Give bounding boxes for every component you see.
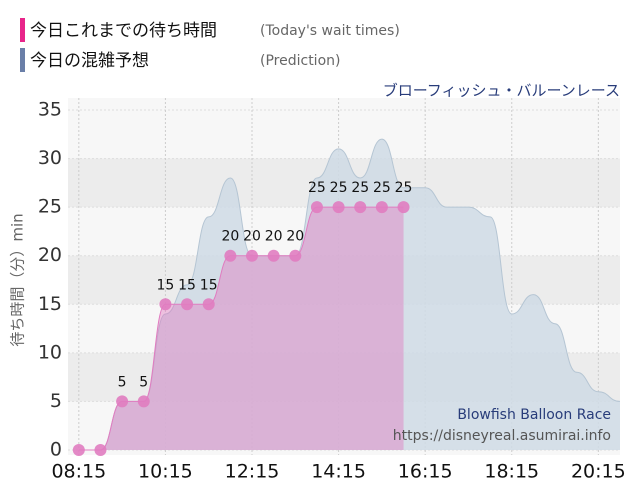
x-tick-label: 12:15: [225, 461, 280, 483]
legend-label: 今日の混雑予想: [30, 51, 149, 71]
data-label: 15: [200, 277, 218, 293]
x-tick-label: 14:15: [311, 461, 366, 483]
data-label: 5: [118, 374, 127, 390]
y-axis-label: 待ち時間（分）min: [9, 213, 27, 346]
data-label: 25: [373, 180, 391, 196]
point: [202, 298, 215, 311]
x-tick-label: 18:15: [484, 461, 539, 483]
data-label: 25: [351, 180, 369, 196]
data-label: 20: [265, 229, 283, 245]
data-label: 20: [221, 229, 239, 245]
data-label: 5: [139, 374, 148, 390]
legend-swatch: [20, 48, 25, 72]
y-tick-label: 20: [38, 244, 62, 266]
legend-label: 今日これまでの待ち時間: [30, 21, 217, 41]
legend-note: (Prediction): [260, 53, 340, 69]
point: [397, 201, 410, 214]
point: [137, 395, 150, 408]
point: [375, 201, 388, 214]
y-tick-label: 5: [50, 390, 62, 412]
y-tick-label: 35: [38, 99, 62, 121]
x-tick-label: 10:15: [138, 461, 193, 483]
point: [354, 201, 367, 214]
point: [159, 298, 172, 311]
x-tick-label: 16:15: [398, 461, 453, 483]
watermark: Blowfish Balloon Race: [457, 407, 611, 423]
y-tick-label: 15: [38, 293, 62, 315]
data-label: 15: [156, 277, 174, 293]
point: [332, 201, 345, 214]
y-tick-label: 10: [38, 341, 62, 363]
area: [78, 207, 404, 450]
data-label: 25: [395, 180, 413, 196]
legend-note: (Today's wait times): [260, 23, 400, 39]
data-label: 25: [308, 180, 326, 196]
point: [224, 249, 237, 262]
point: [289, 249, 302, 262]
point: [246, 249, 258, 262]
y-tick-label: 0: [50, 439, 62, 461]
data-label: 15: [178, 277, 196, 293]
y-tick-label: 25: [38, 196, 62, 218]
point: [116, 395, 129, 408]
watermark: https://disneyreal.asumirai.info: [393, 428, 611, 444]
data-label: 20: [243, 229, 261, 245]
point: [310, 201, 323, 214]
y-tick-label: 30: [38, 147, 62, 169]
point: [72, 444, 85, 456]
data-label: 25: [330, 180, 348, 196]
x-tick-label: 20:15: [571, 461, 626, 483]
line: [78, 206, 404, 451]
line: [100, 138, 621, 451]
point: [94, 444, 107, 456]
data-label: 20: [286, 229, 304, 245]
point: [267, 249, 280, 262]
subtitle: ブローフィッシュ・バルーンレース: [383, 82, 620, 100]
x-tick-label: 08:15: [51, 461, 106, 483]
point: [181, 298, 194, 311]
legend-swatch: [20, 18, 25, 42]
